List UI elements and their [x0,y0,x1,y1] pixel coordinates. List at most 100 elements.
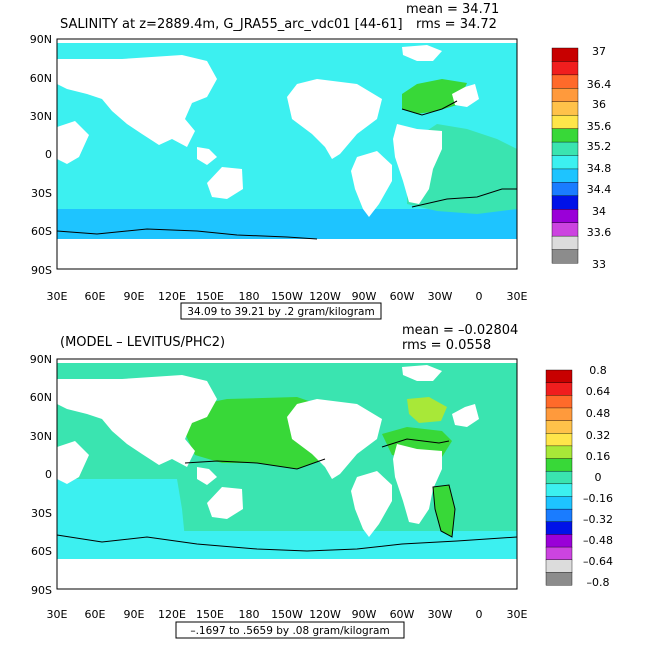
colorbar-swatch [545,546,573,561]
lon-label: 60E [85,608,106,621]
colorbar-swatch [545,534,573,548]
panel2-contour-north-atlantic [381,438,450,448]
colorbar-swatch [551,235,579,251]
panel2-contour-atlantic [432,484,456,538]
colorbar-label: 34 [592,205,606,218]
panel2-lat-axis: 90N 60N 30N 0 30S 60S 90S [30,353,52,597]
lat-label: 60S [31,225,52,238]
panel2-colorbar: 0.8 0.64 0.48 0.32 0.16 0 –0.16 –0.32 –0… [545,364,613,589]
panel2-south-atlantic [433,485,455,537]
colorbar-swatch [551,88,579,103]
colorbar-label: 35.6 [587,120,612,133]
panel1-north-atlantic-high [402,79,467,114]
lon-label: 30W [428,290,453,303]
panel1-frame [56,38,518,270]
panel1-colorbar: 37 36.4 36 35.6 35.2 34.8 34.4 34 33.6 3… [551,45,612,271]
colorbar-swatch [545,407,573,422]
colorbar-label: 35.2 [587,140,612,153]
panel1-rms: rms = 34.72 [416,17,497,32]
colorbar-label: 34.8 [587,162,612,175]
colorbar-swatch [551,114,579,130]
panel2-south-band [57,531,517,559]
lat-label: 90N [30,33,52,46]
panel2-range-note: –.1697 to .5659 by .08 gram/kilogram [190,625,389,637]
lat-label: 90S [31,584,52,597]
colorbar-label: 0 [595,471,602,484]
colorbar-swatch [545,395,573,409]
panel-difference: (MODEL – LEVITUS/PHC2) mean = –0.02804 r… [30,323,613,639]
lon-label: 120W [309,608,341,621]
panel2-contour-south [56,534,518,552]
lon-label: 120E [158,608,186,621]
colorbar-swatch [545,470,573,485]
colorbar-label: 0.8 [589,364,607,377]
colorbar-label: 0.48 [586,407,611,420]
colorbar-swatch [545,433,573,447]
lat-label: 0 [45,148,52,161]
colorbar-swatch [551,155,579,170]
panel1-range-note: 34.09 to 39.21 by .2 gram/kilogram [187,306,374,318]
lat-label: 60N [30,72,52,85]
lat-label: 60S [31,545,52,558]
panel1-map [56,38,518,270]
colorbar-label: 33.6 [587,226,612,239]
colorbar-label: 37 [592,45,606,58]
lon-label: 30E [47,608,68,621]
colorbar-label: 36.4 [587,78,612,91]
colorbar-swatch [551,74,579,89]
panel1-range-box [180,302,382,320]
colorbar-swatch [551,168,579,183]
lat-label: 30S [31,187,52,200]
colorbar-swatch [545,559,573,573]
lat-label: 30N [30,110,52,123]
lon-label: 60E [85,290,106,303]
panel1-contour-south [56,228,318,240]
lon-label: 90E [124,608,145,621]
colorbar-swatch [545,420,573,434]
colorbar-swatch [551,61,579,76]
lat-label: 90S [31,264,52,277]
panel1-lon-axis: 30E 60E 90E 120E 150E 180 150W 120W 90W … [47,290,528,303]
colorbar-label: –0.8 [587,576,610,589]
panel1-contour-north [401,100,458,116]
colorbar-swatch [551,195,579,210]
panel1-ocean-south-band [57,209,517,239]
panel2-range-box [175,621,405,639]
lon-label: 150W [271,608,303,621]
colorbar-swatch [545,572,573,586]
lon-label: 180 [239,290,260,303]
lon-label: 0 [476,608,483,621]
lon-label: 150E [196,608,224,621]
panel1-contour-atlantic [411,188,517,208]
panel2-map [56,358,518,590]
colorbar-label: 33 [592,258,606,271]
panel2-rms: rms = 0.0558 [402,338,491,353]
lon-label: 120E [158,290,186,303]
colorbar-swatch [545,458,573,472]
colorbar-swatch [545,369,573,384]
lon-label: 60W [390,608,415,621]
lon-label: 180 [239,608,260,621]
colorbar-label: –0.16 [583,492,613,505]
lon-label: 60W [390,290,415,303]
colorbar-swatch [551,222,579,237]
colorbar-swatch [551,249,579,264]
lon-label: 90W [352,290,377,303]
colorbar-label: 36 [592,98,606,111]
lon-label: 30E [507,290,528,303]
colorbar-label: –0.32 [583,513,613,526]
lat-label: 90N [30,353,52,366]
colorbar-swatch [551,182,579,197]
colorbar-swatch [551,47,579,62]
colorbar-swatch [551,141,579,156]
lat-label: 30S [31,507,52,520]
panel1-lat-axis: 90N 60N 30N 0 30S 60S 90S [30,33,52,277]
lat-label: 60N [30,391,52,404]
lon-label: 30W [428,608,453,621]
lon-label: 0 [476,290,483,303]
lon-label: 150W [271,290,303,303]
lat-label: 0 [45,468,52,481]
colorbar-swatch [545,483,573,497]
lat-label: 30N [30,430,52,443]
lon-label: 90W [352,608,377,621]
